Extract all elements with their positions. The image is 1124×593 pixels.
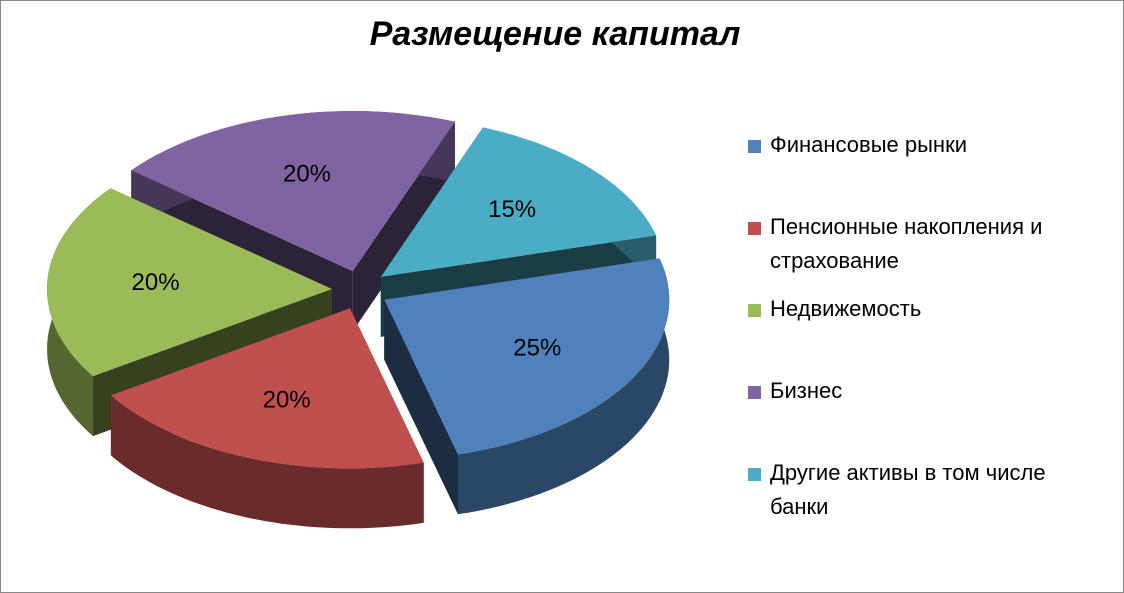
slice bbox=[131, 111, 455, 272]
slice-outer-wall bbox=[458, 258, 670, 515]
slice bbox=[110, 308, 424, 469]
data-label: 15% bbox=[488, 196, 536, 223]
legend-swatch bbox=[748, 140, 761, 153]
legend-label: Финансовые рынки bbox=[770, 132, 967, 157]
legend-item: Пенсионные накопления и страхование bbox=[748, 210, 1108, 278]
chart-title: Размещение капитал bbox=[370, 15, 741, 53]
legend-item: Другие активы в том числе банки bbox=[748, 456, 1108, 524]
legend-item: Финансовые рынки bbox=[748, 128, 1108, 162]
data-label: 20% bbox=[263, 386, 311, 413]
data-label: 20% bbox=[132, 269, 180, 296]
legend-label: Недвижемость bbox=[770, 296, 922, 321]
slice bbox=[380, 127, 657, 277]
data-label: 20% bbox=[283, 161, 331, 188]
legend-label: Пенсионные накопления и страхование bbox=[770, 214, 1043, 273]
legend-swatch bbox=[748, 386, 761, 399]
slice bbox=[384, 258, 670, 455]
legend-swatch bbox=[748, 304, 761, 317]
slice-tops bbox=[47, 111, 670, 469]
slice-outer-wall bbox=[110, 395, 424, 529]
legend-swatch bbox=[748, 222, 761, 235]
slice-radial-wall bbox=[384, 299, 459, 515]
legend-item: Бизнес bbox=[748, 374, 1108, 408]
legend-label: Бизнес bbox=[770, 378, 843, 403]
legend-swatch bbox=[748, 468, 761, 481]
legend-item: Недвижемость bbox=[748, 292, 1108, 326]
legend: Финансовые рынки Пенсионные накопления и … bbox=[748, 128, 1108, 524]
slice bbox=[47, 188, 333, 377]
data-label: 25% bbox=[513, 335, 561, 362]
legend-label: Другие активы в том числе банки bbox=[770, 460, 1046, 519]
